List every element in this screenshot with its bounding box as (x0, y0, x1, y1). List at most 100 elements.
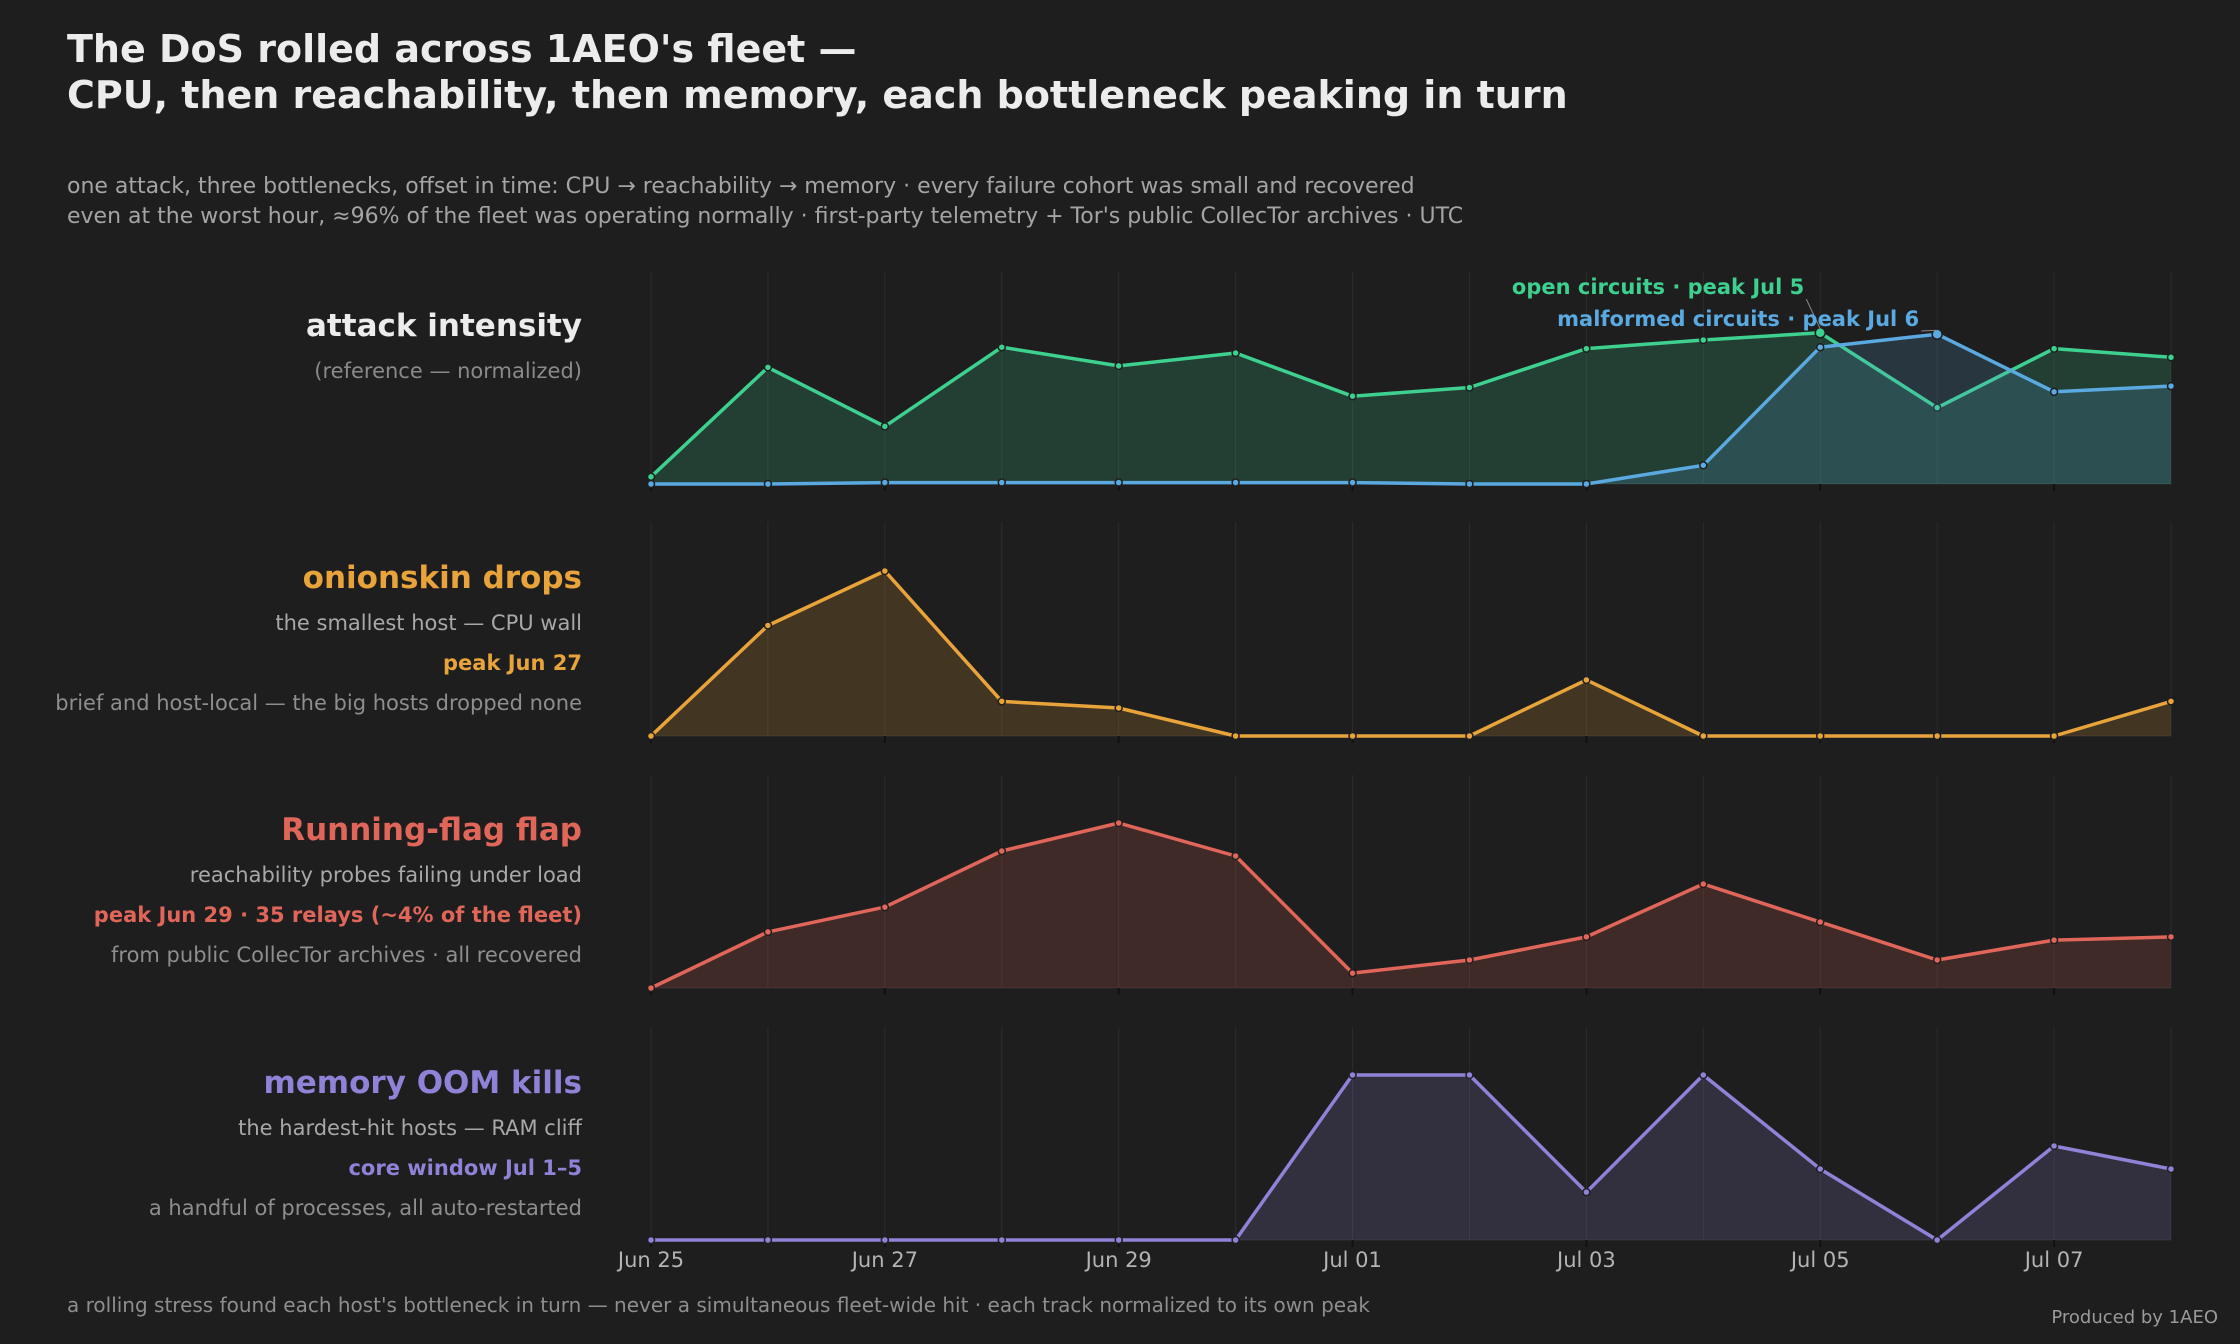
data-point (646, 1235, 656, 1245)
line-running (650, 821, 2172, 990)
panel-memory: memory OOM kills the hardest-hit hosts — … (149, 1027, 2176, 1247)
panel-highlight: core window Jul 1–5 (348, 1156, 582, 1180)
data-point (1465, 955, 1474, 965)
data-point (2049, 731, 2059, 741)
data-point (763, 1235, 773, 1245)
data-point (763, 479, 773, 489)
x-tick-label: Jun 27 (850, 1248, 918, 1272)
data-point (2166, 1164, 2176, 1174)
data-point (997, 846, 1007, 856)
data-point (646, 983, 656, 993)
data-point (2166, 353, 2176, 362)
subtitle-line-1: one attack, three bottlenecks, offset in… (67, 174, 1415, 199)
data-point (2049, 344, 2059, 353)
area-onionskin (651, 571, 2171, 736)
x-tick-label: Jul 07 (2023, 1248, 2084, 1272)
data-point (646, 479, 656, 489)
data-point (1815, 731, 1825, 741)
data-point (1465, 479, 1474, 489)
panel-highlight: peak Jun 27 (443, 651, 582, 675)
panel-note: brief and host-local — the big hosts dro… (55, 691, 582, 715)
data-point (880, 1235, 890, 1245)
data-point (1815, 917, 1825, 927)
data-point (1348, 391, 1357, 401)
panel-note: the smallest host — CPU wall (275, 611, 582, 635)
data-point (997, 342, 1007, 352)
x-tick-label: Jul 03 (1555, 1248, 1616, 1272)
panel-note: a handful of processes, all auto-restart… (149, 1196, 582, 1220)
x-tick-label: Jul 05 (1789, 1248, 1850, 1272)
title-line-2: CPU, then reachability, then memory, eac… (67, 73, 1568, 117)
panel-note: reachability probes failing under load (190, 863, 582, 887)
data-point (1114, 478, 1123, 487)
annotation-leader (1921, 329, 1938, 332)
subtitle-line-2: even at the worst hour, ≈96% of the flee… (67, 204, 1464, 229)
data-point (1699, 879, 1708, 889)
panel-label: memory OOM kills (263, 1065, 582, 1101)
area-malformed-circuits (651, 334, 2171, 484)
line-memory (651, 1073, 2172, 1242)
panel-onionskin: onionskin drops the smallest host — CPU w… (55, 522, 2176, 743)
panel-label: Running-flag flap (281, 812, 582, 848)
panel-note: (reference — normalized) (314, 359, 582, 383)
chart-subtitle: one attack, three bottlenecks, offset in… (67, 172, 1463, 232)
data-point (2049, 935, 2059, 945)
data-point (1699, 731, 1708, 741)
panel-note: the hardest-hit hosts — RAM cliff (238, 1116, 582, 1140)
data-point (997, 697, 1007, 706)
footnote: a rolling stress found each host's bottl… (67, 1293, 1370, 1317)
data-point (1114, 818, 1123, 828)
data-point (1582, 344, 1591, 353)
x-tick-label: Jun 29 (1084, 1248, 1152, 1272)
data-point (2166, 381, 2176, 391)
credit: Produced by 1AEO (2051, 1307, 2218, 1328)
annotation-label: malformed circuits · peak Jul 6 (1557, 307, 1919, 331)
area-memory (651, 1075, 2171, 1240)
data-point (880, 566, 890, 576)
title-line-1: The DoS rolled across 1AEO's fleet — (67, 27, 857, 71)
data-point (763, 621, 773, 630)
panel-highlight: peak Jun 29 · 35 relays (~4% of the flee… (94, 903, 582, 927)
data-point (1699, 335, 1708, 345)
data-point (1348, 968, 1357, 978)
area-open-circuits (651, 332, 2171, 484)
data-point (1231, 731, 1240, 741)
data-point (1114, 703, 1123, 713)
data-point (1231, 851, 1240, 861)
data-point (1582, 675, 1591, 685)
data-point (880, 478, 890, 487)
data-point (1699, 1070, 1708, 1080)
data-point (646, 472, 656, 482)
data-point (1932, 731, 1942, 741)
data-point (1932, 403, 1942, 412)
data-point (1231, 478, 1240, 487)
data-point (1348, 478, 1357, 487)
data-point (2049, 1141, 2059, 1151)
data-point (1465, 1070, 1474, 1080)
data-point (646, 731, 656, 741)
data-point (1465, 731, 1474, 741)
data-point (1699, 461, 1708, 470)
data-point (1114, 1235, 1123, 1245)
annotation-label: open circuits · peak Jul 5 (1512, 275, 1804, 299)
data-point (1582, 1187, 1591, 1197)
data-point (997, 478, 1007, 487)
data-point (2166, 697, 2176, 706)
data-point (1465, 383, 1474, 392)
data-point (763, 927, 773, 937)
chart-title: The DoS rolled across 1AEO's fleet — CPU… (67, 26, 1568, 118)
data-point (880, 422, 890, 431)
panel-note: from public CollecTor archives · all rec… (111, 943, 582, 967)
data-point (997, 1235, 1007, 1245)
line-open-circuits (649, 331, 2172, 479)
data-point (1582, 479, 1591, 489)
line-malformed-circuits (651, 332, 2172, 486)
data-point (1815, 342, 1825, 352)
x-tick-label: Jul 01 (1321, 1248, 1382, 1272)
panel-label: attack intensity (306, 308, 582, 344)
data-point (2166, 932, 2176, 942)
panel-running: Running-flag flap reachability probes fai… (94, 775, 2176, 995)
data-point (880, 902, 890, 912)
data-point (1231, 348, 1240, 358)
